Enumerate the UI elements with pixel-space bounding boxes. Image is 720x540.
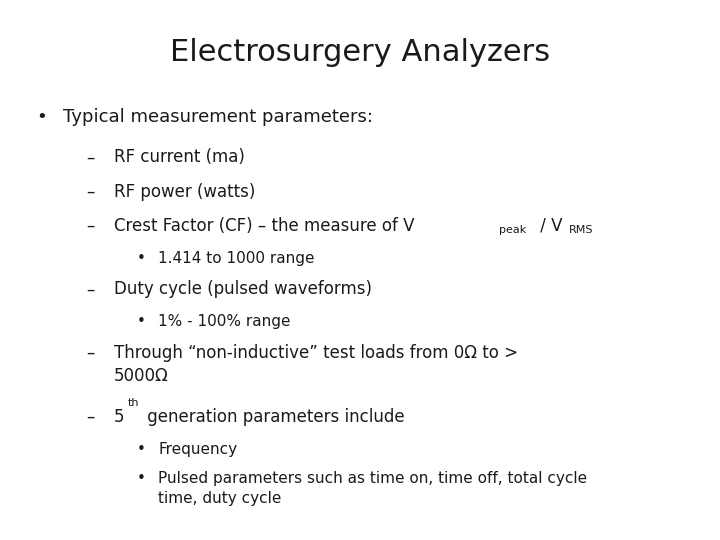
Text: Through “non-inductive” test loads from 0Ω to >
5000Ω: Through “non-inductive” test loads from …	[114, 344, 518, 385]
Text: peak: peak	[500, 225, 526, 235]
Text: RMS: RMS	[569, 225, 593, 235]
Text: Typical measurement parameters:: Typical measurement parameters:	[63, 108, 374, 126]
Text: –: –	[86, 280, 95, 298]
Text: Duty cycle (pulsed waveforms): Duty cycle (pulsed waveforms)	[114, 280, 372, 298]
Text: peak: peak	[500, 225, 526, 235]
Text: •: •	[36, 108, 47, 126]
Text: RF current (ma): RF current (ma)	[114, 148, 245, 166]
Text: RF power (watts): RF power (watts)	[114, 183, 255, 200]
Text: Pulsed parameters such as time on, time off, total cycle
time, duty cycle: Pulsed parameters such as time on, time …	[158, 471, 588, 505]
Text: –: –	[86, 217, 95, 234]
Text: –: –	[86, 148, 95, 166]
Text: 1.414 to 1000 range: 1.414 to 1000 range	[158, 251, 315, 266]
Text: •: •	[137, 442, 145, 457]
Text: –: –	[86, 183, 95, 200]
Text: –: –	[86, 344, 95, 362]
Text: th: th	[127, 398, 139, 408]
Text: –: –	[86, 408, 95, 426]
Text: 5: 5	[114, 408, 125, 426]
Text: •: •	[137, 314, 145, 329]
Text: / V: / V	[534, 217, 562, 234]
Text: th: th	[127, 398, 139, 408]
Text: generation parameters include: generation parameters include	[142, 408, 405, 426]
Text: Electrosurgery Analyzers: Electrosurgery Analyzers	[170, 38, 550, 67]
Text: •: •	[137, 471, 145, 487]
Text: Frequency: Frequency	[158, 442, 238, 457]
Text: Crest Factor (CF) – the measure of V: Crest Factor (CF) – the measure of V	[114, 217, 414, 234]
Text: •: •	[137, 251, 145, 266]
Text: / V: / V	[534, 217, 562, 234]
Text: 1% - 100% range: 1% - 100% range	[158, 314, 291, 329]
Text: Crest Factor (CF) – the measure of V: Crest Factor (CF) – the measure of V	[114, 217, 414, 234]
Text: 5: 5	[114, 408, 125, 426]
